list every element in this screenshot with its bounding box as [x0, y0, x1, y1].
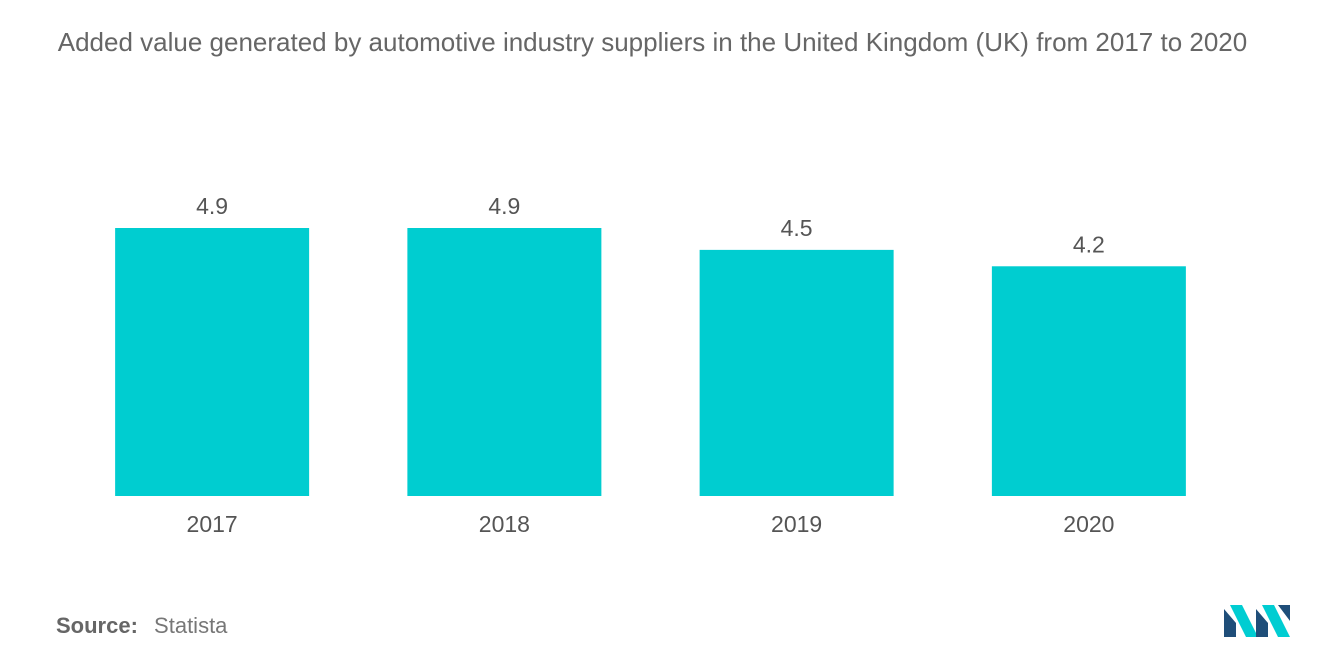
- mordor-intelligence-logo-icon: [1224, 605, 1290, 637]
- bar-2019: [699, 249, 894, 496]
- x-tick-label-2020: 2020: [1063, 511, 1114, 537]
- data-label-2018: 4.9: [488, 193, 520, 219]
- source-note: Source: Statista: [56, 613, 227, 639]
- source-label: Source:: [56, 613, 138, 638]
- data-label-2017: 4.9: [196, 193, 228, 219]
- x-tick-label-2018: 2018: [479, 511, 530, 537]
- data-label-2019: 4.5: [781, 215, 813, 241]
- bar-2018: [407, 228, 602, 496]
- bar-chart: 4.9 2017 4.9 2018 4.5 2019 4.2 2020: [115, 193, 1186, 537]
- bar-2020: [991, 266, 1186, 496]
- chart-title: Added value generated by automotive indu…: [57, 27, 1248, 57]
- bar-2017: [115, 228, 310, 496]
- source-value: Statista: [154, 613, 228, 638]
- x-tick-label-2017: 2017: [187, 511, 238, 537]
- data-label-2020: 4.2: [1073, 231, 1105, 257]
- x-tick-label-2019: 2019: [771, 511, 822, 537]
